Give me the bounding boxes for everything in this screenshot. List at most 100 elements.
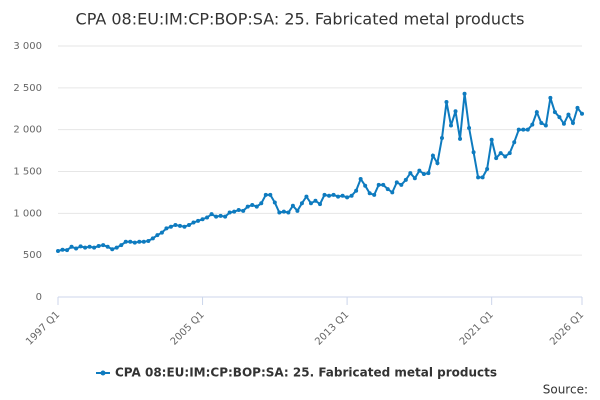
x-tick-label: 2005 Q1 bbox=[169, 309, 207, 347]
point bbox=[74, 246, 79, 251]
point bbox=[96, 243, 101, 248]
point bbox=[503, 154, 508, 159]
chart-title: CPA 08:EU:IM:CP:BOP:SA: 25. Fabricated m… bbox=[76, 10, 525, 29]
point bbox=[548, 95, 553, 100]
point bbox=[408, 171, 413, 176]
point bbox=[439, 136, 444, 141]
point bbox=[412, 176, 417, 181]
point bbox=[286, 210, 291, 215]
point bbox=[304, 194, 309, 199]
point bbox=[123, 239, 128, 244]
point bbox=[444, 100, 449, 105]
point bbox=[521, 127, 526, 132]
y-tick-label: 3 000 bbox=[13, 41, 42, 52]
y-tick-label: 1 000 bbox=[13, 208, 42, 219]
point bbox=[259, 201, 264, 206]
point bbox=[164, 226, 169, 231]
point bbox=[60, 247, 65, 252]
point bbox=[489, 137, 494, 142]
point bbox=[367, 191, 372, 196]
point bbox=[110, 247, 115, 252]
point bbox=[426, 171, 431, 176]
point bbox=[187, 223, 191, 228]
point bbox=[155, 233, 160, 238]
point bbox=[498, 151, 503, 156]
source: Source: bbox=[543, 383, 588, 397]
point bbox=[141, 239, 146, 244]
point bbox=[268, 192, 273, 197]
point bbox=[245, 204, 250, 209]
x-tick-label: 2021 Q1 bbox=[458, 309, 496, 347]
point bbox=[543, 123, 548, 128]
point bbox=[101, 243, 106, 248]
point bbox=[417, 168, 422, 173]
point bbox=[295, 208, 300, 213]
x-tick-label: 2013 Q1 bbox=[313, 309, 351, 347]
point bbox=[516, 127, 521, 132]
y-tick-label: 1 500 bbox=[13, 167, 42, 178]
point bbox=[277, 210, 282, 215]
point bbox=[336, 194, 341, 199]
point bbox=[580, 111, 584, 116]
point bbox=[322, 192, 327, 197]
point bbox=[196, 218, 201, 223]
point bbox=[462, 91, 467, 96]
point bbox=[308, 201, 313, 206]
line bbox=[57, 93, 583, 252]
point bbox=[132, 240, 137, 245]
point bbox=[159, 230, 164, 235]
point bbox=[56, 248, 60, 253]
point bbox=[453, 109, 458, 114]
point bbox=[385, 187, 390, 192]
point bbox=[363, 183, 368, 188]
point bbox=[223, 214, 228, 219]
point bbox=[331, 192, 336, 197]
y-tick-label: 500 bbox=[23, 250, 42, 261]
point bbox=[150, 236, 155, 241]
y-tick-label: 2 500 bbox=[13, 83, 42, 94]
x-tick-label: 2026 Q1 bbox=[548, 309, 586, 347]
point bbox=[236, 207, 241, 212]
point bbox=[173, 223, 178, 228]
point bbox=[552, 110, 557, 115]
point bbox=[299, 201, 304, 206]
point bbox=[241, 208, 246, 213]
point bbox=[476, 175, 481, 180]
point bbox=[575, 105, 580, 110]
point bbox=[272, 200, 277, 205]
point bbox=[381, 182, 386, 187]
point bbox=[340, 193, 345, 198]
point bbox=[403, 177, 408, 182]
point bbox=[421, 172, 426, 177]
point bbox=[263, 192, 268, 197]
point bbox=[92, 245, 97, 250]
point bbox=[65, 248, 70, 253]
legend-label: CPA 08:EU:IM:CP:BOP:SA: 25. Fabricated m… bbox=[115, 366, 497, 380]
point bbox=[458, 136, 463, 141]
point bbox=[218, 213, 223, 218]
point bbox=[530, 122, 535, 127]
point bbox=[290, 203, 295, 208]
point bbox=[227, 210, 232, 215]
point bbox=[345, 195, 350, 200]
point bbox=[137, 239, 142, 244]
point bbox=[205, 215, 210, 220]
point bbox=[105, 244, 110, 249]
y-tick-label: 2 000 bbox=[13, 125, 42, 136]
point bbox=[430, 153, 435, 158]
point bbox=[376, 182, 381, 187]
point bbox=[177, 223, 182, 228]
point bbox=[467, 125, 472, 130]
point bbox=[561, 121, 566, 126]
point bbox=[570, 120, 575, 125]
point bbox=[435, 161, 440, 166]
point bbox=[128, 239, 133, 244]
point bbox=[507, 151, 512, 156]
point bbox=[78, 244, 83, 249]
legend-marker bbox=[100, 370, 106, 376]
point bbox=[191, 220, 196, 225]
point bbox=[534, 110, 539, 115]
point bbox=[394, 180, 399, 185]
point bbox=[512, 140, 517, 145]
